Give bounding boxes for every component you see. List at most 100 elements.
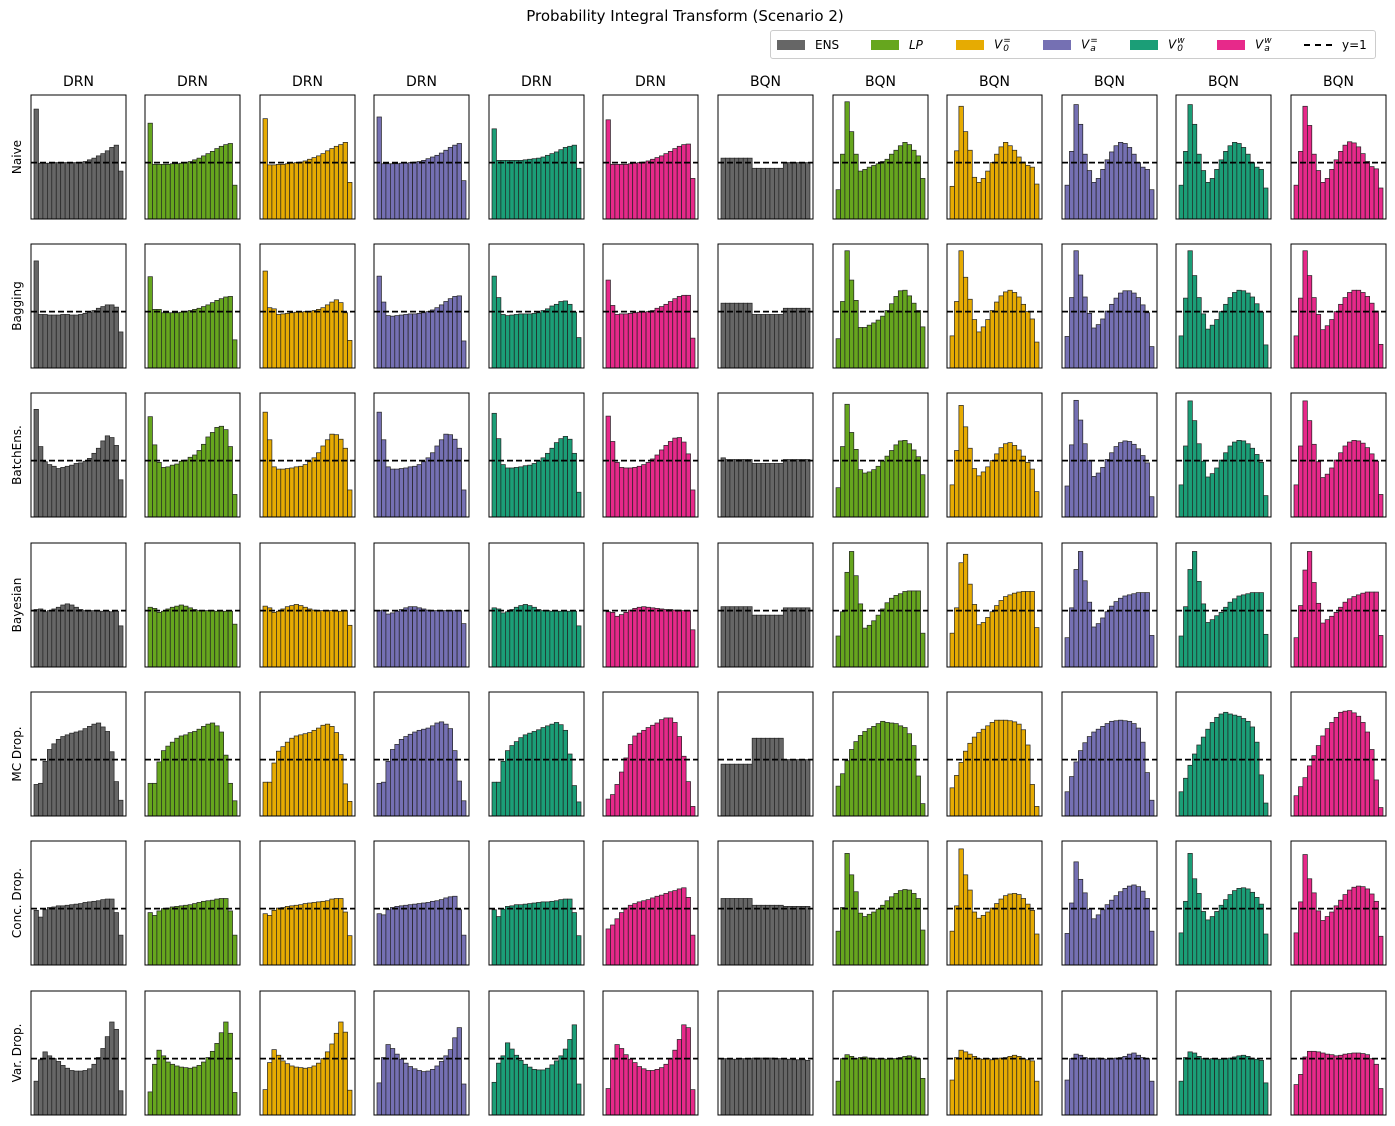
histogram-bar [38,314,44,369]
panel-frame [832,691,929,817]
histogram-bar [161,467,167,518]
histogram-bar [1091,182,1097,220]
pit-panel [259,691,356,817]
pit-panel [259,840,356,966]
histogram-bar [1077,551,1084,668]
legend-label-base: V [1168,37,1177,52]
histogram-bar [82,460,88,518]
histogram-bar [1306,765,1313,817]
histogram-bar [500,314,506,369]
histogram-bar [262,1089,268,1116]
histogram-bar [1378,494,1384,518]
histogram-bar [425,158,431,220]
histogram-bar [976,182,982,220]
histogram-bar [1324,728,1330,817]
histogram-bar [667,151,674,220]
histogram-bar [971,1056,978,1116]
panel-frame [488,94,585,220]
histogram-bar [95,900,102,966]
histogram-bar [911,745,917,817]
histogram-bar [967,298,973,369]
histogram-bar [1293,637,1299,668]
histogram-bar [82,1070,88,1116]
histogram-bar [192,159,198,220]
histogram-bar [800,307,806,369]
panel-frame [1290,840,1387,966]
histogram-bar [1338,303,1344,369]
histogram-bar [276,314,282,369]
histogram-bar [381,914,387,966]
histogram-bar [614,163,620,220]
panel-frame [946,392,1043,518]
histogram-bar [729,1058,735,1116]
pit-panel [946,691,1043,817]
histogram-bar [857,327,864,369]
histogram-bar [196,1065,202,1116]
histogram-bar [192,731,198,817]
histogram-bar [884,1058,890,1116]
histogram-bar [152,782,158,817]
histogram-bar [1016,296,1022,369]
histogram-bar [284,1063,291,1116]
histogram-bar [1118,1057,1124,1116]
histogram-bar [1373,310,1379,369]
histogram-bar [302,160,308,220]
histogram-bar [1187,569,1193,668]
histogram-bar [902,889,908,966]
histogram-bar [267,164,273,220]
histogram-bar [1306,878,1313,966]
histogram-bar [958,562,964,668]
histogram-bar [1338,899,1344,966]
histogram-bar [769,614,775,668]
histogram-bar [751,167,757,220]
histogram-bar [1364,591,1370,668]
histogram-bar [232,494,238,518]
histogram-bar [690,337,696,369]
histogram-bar [187,732,193,817]
histogram-bar [1227,713,1233,817]
histogram-bar [897,725,904,817]
histogram-bar [782,1058,789,1116]
histogram-bar [1113,895,1119,966]
histogram-bar [659,894,665,966]
histogram-bar [989,907,995,966]
histogram-bar [223,754,229,817]
histogram-bar [113,445,119,518]
histogram-bar [1333,459,1339,518]
histogram-bar [118,479,124,518]
histogram-bar [1351,1052,1357,1116]
pit-panel [30,392,127,518]
histogram-bar [1227,145,1233,220]
column-title: DRN [292,74,323,90]
histogram-bar [73,731,79,817]
histogram-bar [636,311,642,369]
histogram-bar [747,763,753,817]
histogram-bar [994,605,1000,668]
histogram-bar [262,913,268,966]
histogram-bar [1258,169,1264,220]
histogram-bar [438,610,445,668]
histogram-bar [672,609,678,668]
panel-frame [602,990,699,1116]
histogram-bar [262,270,268,369]
histogram-bar [320,445,326,518]
histogram-bar [113,306,119,369]
histogram-bar [1240,1054,1247,1116]
histogram-bar [967,1053,973,1116]
histogram-bar [1104,723,1110,817]
histogram-bar [1113,720,1119,817]
panel-frame [373,840,470,966]
histogram-bar [1338,151,1344,220]
panel-frame [488,243,585,369]
histogram-bar [311,902,317,966]
histogram-bar [576,337,582,369]
panel-frame [832,840,929,966]
histogram-bar [958,762,964,817]
panel-frame [259,243,356,369]
histogram-bar [1209,473,1215,518]
histogram-bar [742,302,749,369]
histogram-bar [782,459,789,518]
histogram-bar [1183,606,1189,668]
histogram-bar [421,312,427,369]
histogram-bar [496,438,502,518]
